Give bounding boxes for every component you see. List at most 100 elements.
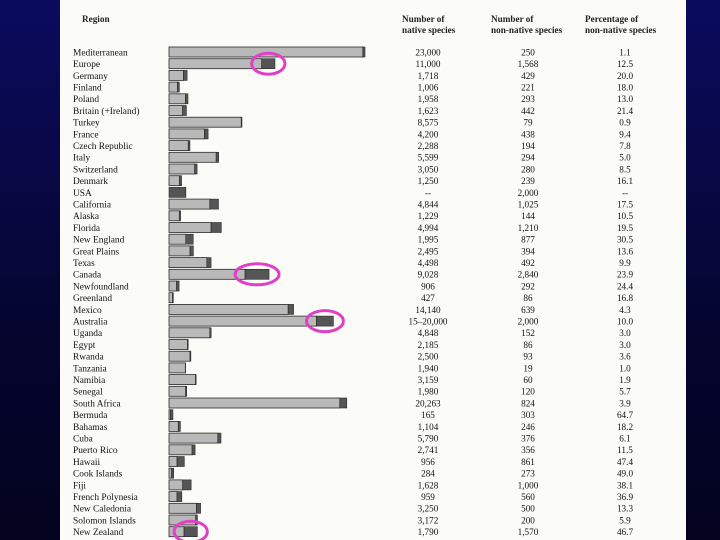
nonnative-percentage: 7.8	[619, 141, 631, 151]
native-bar	[168, 374, 197, 386]
native-count: 3,159	[418, 375, 439, 385]
nonnative-bar	[187, 140, 191, 151]
native-bar	[168, 58, 263, 70]
nonnative-percentage: 18.0	[617, 83, 633, 93]
native-count: 2,288	[418, 141, 439, 151]
region-label: Tanzania	[73, 364, 108, 374]
native-bar	[168, 479, 184, 491]
nonnative-percentage: 13.0	[617, 94, 633, 104]
nonnative-count: 79	[523, 118, 533, 128]
native-count: 5,599	[418, 153, 439, 163]
nonnative-bar	[244, 268, 270, 280]
nonnative-percentage: 9.9	[619, 258, 631, 268]
nonnative-count: 2,840	[518, 270, 539, 280]
region-label: Finland	[73, 84, 102, 94]
nonnative-percentage: 10.0	[617, 317, 633, 327]
region-label: Mediterranean	[73, 48, 128, 58]
nonnative-count: 303	[521, 410, 535, 420]
highlight-circle	[233, 262, 281, 287]
nonnative-count: 861	[521, 457, 535, 467]
native-bar	[168, 93, 186, 105]
nonnative-header-line2: non-native species	[491, 24, 563, 35]
nonnative-count: 86	[523, 340, 533, 350]
native-bar	[168, 233, 187, 245]
nonnative-bar	[172, 292, 174, 304]
region-label: California	[73, 200, 112, 211]
nonnative-count: 824	[521, 398, 535, 408]
nonnative-percentage: 17.5	[617, 200, 633, 210]
nonnative-percentage: 64.7	[617, 410, 633, 420]
region-label: New Zealand	[73, 528, 124, 538]
native-bar	[168, 151, 217, 163]
native-bar	[168, 70, 184, 81]
nonnative-bar	[183, 526, 198, 538]
nonnative-bar	[287, 304, 294, 315]
native-bar	[168, 397, 341, 409]
nonnative-count: 273	[521, 469, 535, 479]
region-label: USA	[73, 189, 92, 199]
native-bar	[168, 444, 193, 456]
region-label: Namibia	[73, 376, 106, 386]
nonnative-count: 1,025	[518, 200, 539, 210]
nonnative-percentage: 16.8	[617, 293, 633, 303]
native-count: --	[425, 188, 431, 198]
native-bar	[168, 280, 178, 292]
nonnative-percentage: 12.5	[617, 59, 633, 69]
nonnative-percentage: 1.1	[619, 47, 631, 57]
native-count: 956	[421, 457, 435, 467]
nonnative-bar	[316, 315, 334, 327]
nonnative-count: 1,000	[518, 480, 539, 490]
nonnative-count: 292	[521, 281, 535, 291]
nonnative-bar	[185, 93, 189, 105]
nonnative-bar	[189, 350, 192, 362]
nonnative-bar	[179, 175, 182, 186]
nonnative-count: 429	[521, 71, 535, 81]
region-label: Solomon Islands	[73, 516, 136, 526]
nonnative-bar	[176, 280, 180, 292]
region-label: French Polynesia	[73, 493, 139, 503]
native-count: 23,000	[415, 47, 441, 57]
native-count: 4,498	[418, 258, 439, 268]
nonnative-percentage: 5.0	[619, 153, 631, 163]
nonnative-percentage: 24.4	[617, 281, 633, 291]
nonnative-percentage: 5.9	[619, 515, 631, 525]
nonnative-bar	[185, 385, 188, 397]
nonnative-percentage: 1.0	[619, 363, 631, 373]
nonnative-percentage: 0.9	[619, 118, 631, 128]
region-label: Florida	[73, 224, 101, 234]
region-label: Germany	[73, 72, 108, 82]
region-label: France	[73, 130, 99, 140]
native-header-line1: Number of	[402, 14, 445, 24]
nonnative-percentage: 16.1	[617, 176, 633, 186]
native-count: 1,628	[418, 480, 439, 490]
nonnative-bar	[185, 233, 194, 245]
native-count: 906	[421, 281, 435, 291]
nonnative-bar	[362, 46, 366, 58]
nonnative-bar	[194, 163, 198, 175]
native-bar	[168, 198, 211, 210]
native-count: 4,844	[418, 200, 439, 210]
nonnative-bar	[215, 152, 219, 163]
native-bar	[168, 257, 208, 269]
region-label: Mexico	[73, 306, 102, 316]
native-bar	[168, 222, 212, 233]
region-label: Newfoundland	[73, 281, 129, 292]
native-bar	[168, 303, 289, 315]
nonnative-bar	[176, 491, 183, 502]
nonnative-count: 438	[521, 129, 535, 139]
native-count: 1,006	[418, 83, 439, 93]
region-label: Bermuda	[73, 411, 108, 421]
nonnative-count: 93	[523, 352, 533, 362]
native-count: 959	[421, 492, 435, 502]
nonnative-bar	[209, 327, 212, 339]
native-count: 20,263	[415, 398, 441, 408]
pct-header: Percentage of non-native species	[585, 14, 656, 35]
nonnative-bar	[209, 198, 219, 210]
native-bar	[168, 105, 184, 116]
native-count: 9,028	[418, 270, 439, 280]
nonnative-percentage: 3.0	[619, 340, 631, 350]
nonnative-bar	[171, 467, 174, 479]
native-count: 4,994	[418, 223, 439, 233]
native-bar	[168, 502, 197, 514]
nonnative-count: 152	[521, 328, 535, 338]
